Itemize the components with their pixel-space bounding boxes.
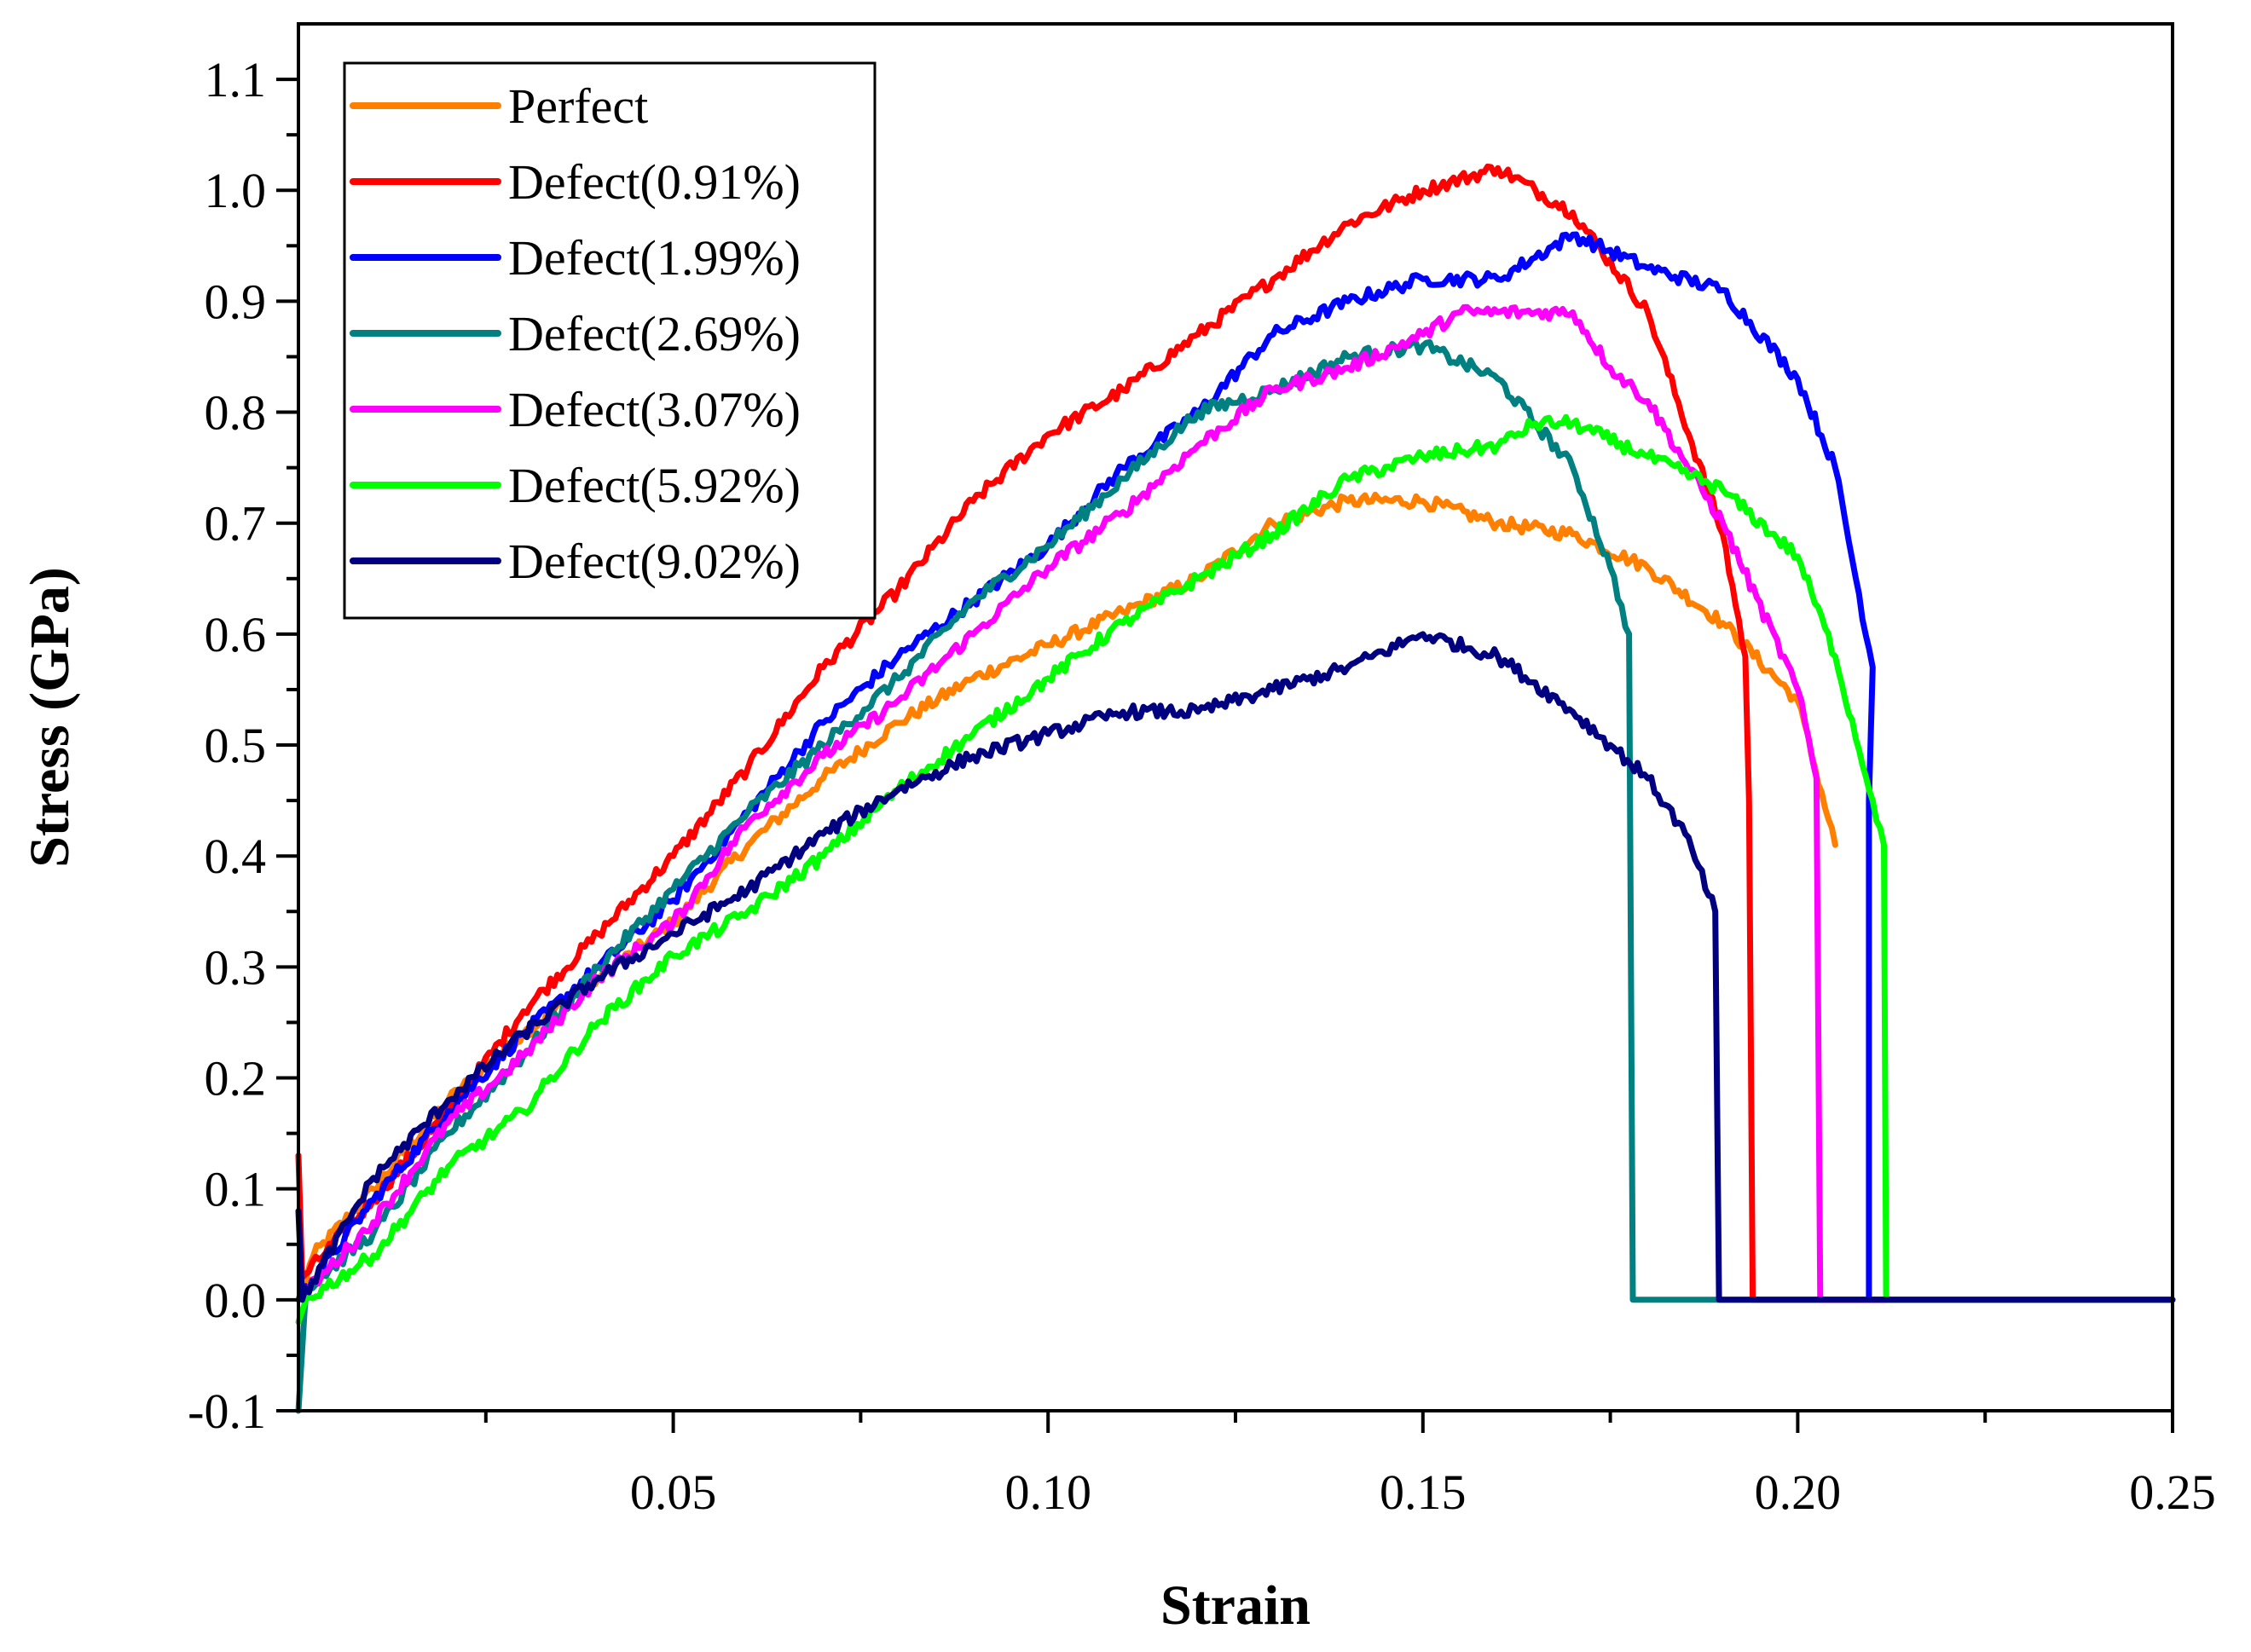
y-tick-label: 0.6 bbox=[205, 607, 267, 662]
legend-box bbox=[343, 61, 877, 620]
legend-label: Defect(3.07%) bbox=[508, 382, 801, 437]
legend-label: Defect(0.91%) bbox=[508, 154, 801, 210]
y-axis-ticks: -0.1 0.0 0.1 0.2 0.3 0.4 0.5 0.6 0.7 0.8 0.9 1.0 1.1 bbox=[188, 52, 298, 1439]
series-layer bbox=[295, 163, 2176, 1414]
x-axis-title: Strain bbox=[1160, 1574, 1311, 1637]
y-tick-label: 0.1 bbox=[205, 1162, 267, 1217]
y-tick-label: 1.0 bbox=[205, 163, 267, 218]
y-tick-label: 0.5 bbox=[205, 718, 267, 773]
legend-label: Defect(5.92%) bbox=[508, 458, 801, 513]
x-tick-label: 0.05 bbox=[630, 1464, 717, 1520]
y-tick-label: 0.9 bbox=[205, 274, 267, 329]
x-tick-label: 0.20 bbox=[1755, 1464, 1842, 1520]
y-tick-label: 0.8 bbox=[205, 385, 267, 441]
legend: Perfect Defect(0.91%) Defect(1.99%) Defect(… bbox=[343, 61, 877, 620]
legend-label: Defect(2.69%) bbox=[508, 306, 801, 361]
series-line-6 bbox=[295, 413, 2176, 1326]
y-tick-label: -0.1 bbox=[188, 1383, 266, 1439]
y-axis-title: Stress (GPa) bbox=[19, 567, 81, 868]
y-tick-label: 0.3 bbox=[205, 939, 267, 995]
y-tick-label: 0.0 bbox=[205, 1273, 267, 1328]
y-tick-label: 0.2 bbox=[205, 1051, 267, 1106]
legend-label: Defect(9.02%) bbox=[508, 534, 801, 589]
legend-label: Perfect bbox=[508, 78, 648, 134]
y-tick-label: 1.1 bbox=[205, 52, 267, 107]
x-tick-label: 0.15 bbox=[1380, 1464, 1467, 1520]
x-tick-label: 0.10 bbox=[1004, 1464, 1091, 1520]
y-tick-label: 0.7 bbox=[205, 496, 267, 552]
x-tick-label: 0.25 bbox=[2129, 1464, 2216, 1520]
x-axis-ticks: 0.05 0.10 0.15 0.20 0.25 bbox=[483, 1411, 2216, 1520]
legend-label: Defect(1.99%) bbox=[508, 230, 801, 286]
y-tick-label: 0.4 bbox=[205, 829, 267, 884]
series-line-7 bbox=[295, 631, 2176, 1303]
